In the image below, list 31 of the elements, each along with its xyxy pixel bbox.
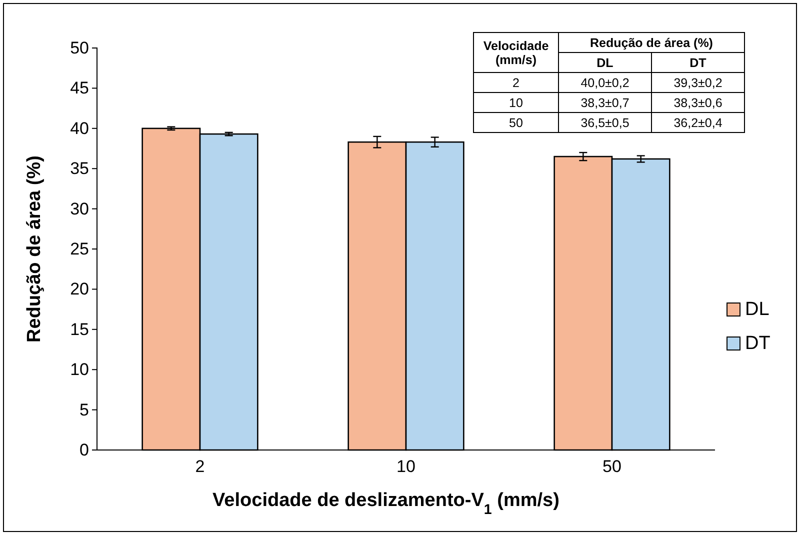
x-axis-title: Velocidade de deslizamento-V$_{1}$ (mm/s): [212, 490, 560, 518]
y-tick-label: 30: [70, 199, 89, 218]
y-tick-label: 35: [70, 159, 89, 178]
y-tick-label: 5: [80, 400, 89, 420]
y-tick-label: 10: [70, 360, 89, 380]
legend-label: DT: [745, 333, 771, 354]
x-tick-label: 2: [195, 457, 205, 476]
y-tick-label: 20: [70, 280, 89, 299]
annotation: 38,3±0,7: [558, 92, 652, 112]
category-label: 2: [512, 76, 520, 90]
annotation: 36,5±0,5: [558, 112, 652, 132]
text: DT: [690, 56, 706, 70]
category-label: 50: [509, 116, 523, 130]
annotation: Velocidade (mm/s): [483, 38, 549, 66]
x-tick-label: 10: [396, 457, 416, 476]
y-tick-label: 40: [70, 118, 89, 138]
text: DL: [596, 56, 614, 70]
y-tick-label: 0: [80, 440, 89, 460]
y-axis-title: Redução de área (%): [24, 156, 45, 342]
x-tick-label: 50: [602, 457, 622, 476]
annotation: 36,2±0,4: [652, 112, 744, 132]
annotation: 40,0±0,2: [558, 72, 652, 92]
annotation: Redução de área (%): [558, 32, 744, 52]
y-tick-label: 25: [70, 239, 89, 258]
annotation: 38,3±0,6: [652, 92, 744, 112]
y-tick-label: 50: [70, 38, 89, 58]
y-tick-label: 45: [70, 78, 89, 98]
annotation: 39,3±0,2: [652, 72, 744, 92]
category-label: 10: [509, 96, 523, 110]
legend-label: DL: [745, 299, 770, 320]
y-tick-label: 15: [70, 320, 89, 339]
